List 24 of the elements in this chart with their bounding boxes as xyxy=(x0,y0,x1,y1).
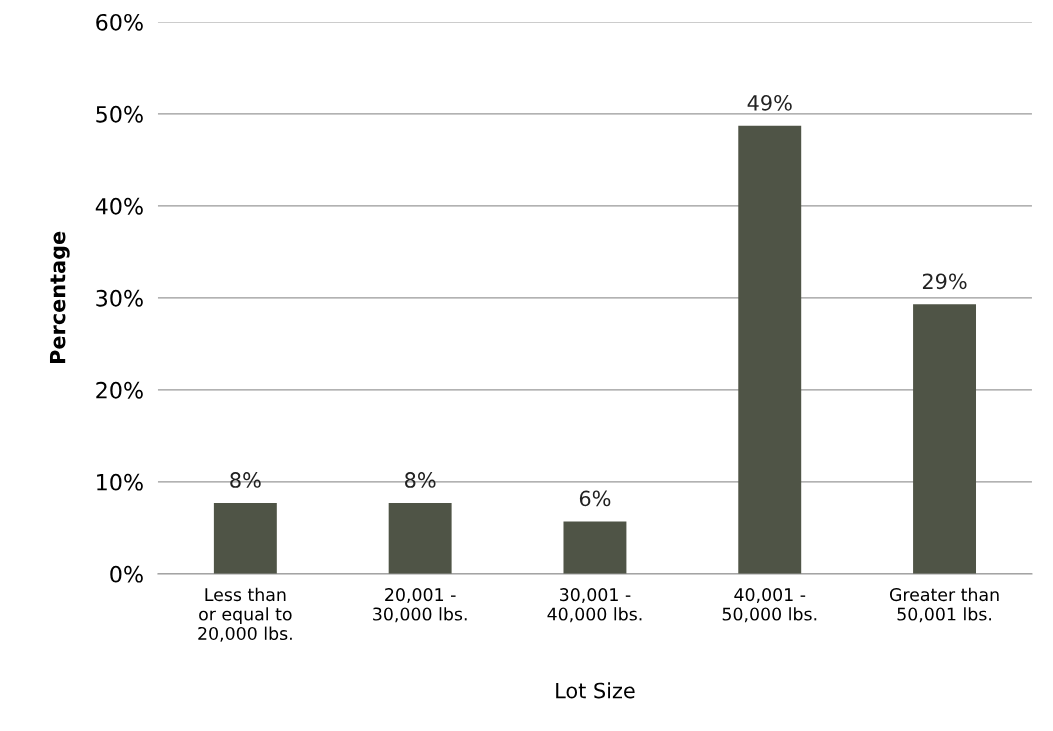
y-tick-label: 20% xyxy=(96,381,143,399)
y-tick-label: 50% xyxy=(96,105,143,123)
bar xyxy=(738,125,802,574)
x-tick-label: 30,001 - 40,000 lbs. xyxy=(547,588,642,623)
y-axis-title: Percentage xyxy=(49,231,70,363)
y-tick-label: 10% xyxy=(97,473,143,491)
bar xyxy=(213,503,277,574)
y-tick-label: 60% xyxy=(96,13,143,31)
x-tick-label: 40,001 - 50,000 lbs. xyxy=(722,588,817,623)
bar xyxy=(563,521,627,574)
data-label: 6% xyxy=(579,490,611,507)
data-label: 8% xyxy=(405,472,436,488)
data-label: 8% xyxy=(230,472,261,488)
y-tick-label: 0% xyxy=(110,565,143,583)
x-axis-title: Lot Size xyxy=(556,682,635,699)
bar xyxy=(388,503,452,574)
y-tick-label: 40% xyxy=(95,197,143,215)
y-tick-label: 30% xyxy=(96,289,143,307)
x-tick-label: Greater than 50,001 lbs. xyxy=(889,587,999,623)
bar xyxy=(913,304,976,574)
data-label: 29% xyxy=(922,273,967,290)
x-tick-label: 20,001 - 30,000 lbs. xyxy=(373,588,467,623)
x-tick-label: Less than or equal to 20,000 lbs. xyxy=(198,587,292,642)
data-label: 49% xyxy=(747,94,792,111)
